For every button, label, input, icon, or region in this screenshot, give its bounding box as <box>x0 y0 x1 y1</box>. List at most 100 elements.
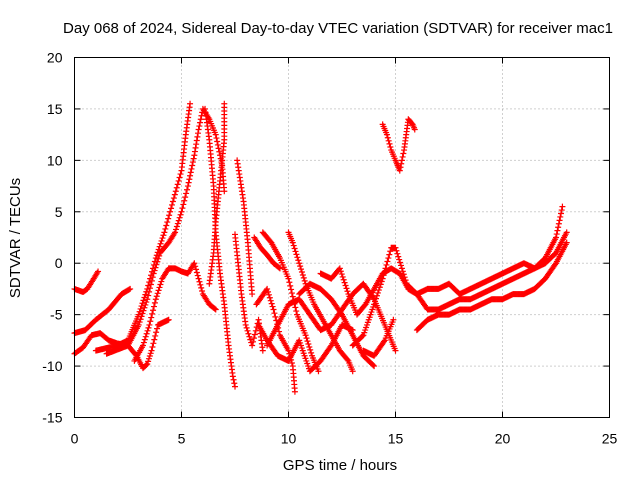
data-point <box>381 268 388 275</box>
data-point <box>144 361 151 368</box>
data-point <box>140 339 147 346</box>
data-point <box>390 316 397 323</box>
data-point <box>269 303 276 310</box>
data-point <box>376 284 383 291</box>
data-point <box>265 288 272 295</box>
data-point <box>292 304 299 311</box>
data-point <box>148 314 155 321</box>
y-tick-label: -5 <box>50 307 63 323</box>
data-point <box>147 281 154 288</box>
data-point <box>157 281 164 288</box>
data-point <box>166 212 173 219</box>
data-point <box>186 176 193 183</box>
data-point <box>139 342 146 349</box>
data-point <box>385 255 392 262</box>
data-point <box>184 183 191 190</box>
data-point <box>154 258 161 265</box>
data-point <box>400 150 407 157</box>
data-point <box>553 234 559 241</box>
data-point <box>556 217 563 224</box>
data-point <box>229 373 236 380</box>
series-sat-k <box>251 234 283 272</box>
data-point <box>374 289 381 296</box>
data-point <box>152 296 159 303</box>
data-point <box>393 247 400 254</box>
data-point <box>153 261 160 268</box>
data-point <box>399 268 406 275</box>
data-point <box>199 287 206 294</box>
data-point <box>265 291 272 298</box>
data-point <box>149 274 156 281</box>
x-axis-label: GPS time / hours <box>283 457 397 474</box>
data-point <box>378 278 385 285</box>
data-point <box>143 330 150 337</box>
series-sat-v <box>413 203 566 298</box>
data-point <box>150 340 157 347</box>
data-point <box>337 268 344 275</box>
data-point <box>185 179 192 186</box>
data-point <box>170 195 177 202</box>
data-point <box>197 119 204 126</box>
data-point <box>267 297 274 304</box>
data-point <box>143 361 150 368</box>
data-point <box>243 324 250 331</box>
series-sat-x <box>264 280 399 354</box>
data-point <box>285 275 292 282</box>
data-point <box>212 306 219 313</box>
data-point <box>146 321 153 328</box>
data-point <box>396 167 403 174</box>
data-point <box>563 239 570 246</box>
data-point <box>156 284 163 291</box>
data-point <box>343 285 350 292</box>
data-point <box>370 294 377 301</box>
data-point <box>396 256 403 263</box>
data-point <box>401 274 408 281</box>
data-point <box>155 287 162 294</box>
data-point <box>286 279 293 286</box>
chart-title: Day 068 of 2024, Sidereal Day-to-day VTE… <box>63 20 613 37</box>
data-point <box>177 171 184 178</box>
data-point <box>380 338 387 345</box>
data-point <box>221 188 228 195</box>
data-point <box>398 157 405 164</box>
data-point <box>294 254 301 261</box>
series-sat-i <box>232 231 266 354</box>
data-point <box>175 177 182 184</box>
data-point <box>399 153 406 160</box>
data-point <box>557 210 564 217</box>
data-point <box>387 143 394 150</box>
data-point <box>288 359 295 366</box>
x-tick-label: 10 <box>281 431 297 447</box>
data-point <box>149 343 156 350</box>
data-point <box>259 347 266 354</box>
data-point <box>176 214 183 221</box>
data-point <box>292 248 299 255</box>
data-point <box>379 275 386 282</box>
data-point <box>141 304 148 311</box>
series-sat-b <box>71 285 134 337</box>
data-point <box>276 265 283 272</box>
data-point <box>142 333 149 340</box>
y-axis-label: SDTVAR / TECUs <box>7 178 24 298</box>
data-point <box>384 134 391 141</box>
series-sat-d <box>92 100 194 354</box>
series-sat-h <box>206 100 228 287</box>
data-point <box>150 303 157 310</box>
data-point <box>140 307 147 314</box>
data-point <box>167 208 174 215</box>
data-point <box>161 229 168 236</box>
data-point <box>189 162 196 169</box>
data-point <box>264 285 271 292</box>
data-point <box>249 291 256 298</box>
data-point <box>151 299 158 306</box>
x-tick-label: 25 <box>602 431 618 447</box>
data-point <box>164 219 171 226</box>
data-point <box>271 310 278 317</box>
data-point <box>392 244 399 251</box>
data-point <box>344 288 351 295</box>
data-point <box>214 141 221 148</box>
data-point <box>290 242 297 249</box>
data-point <box>139 310 146 317</box>
data-point <box>288 286 295 293</box>
data-point <box>384 258 391 265</box>
